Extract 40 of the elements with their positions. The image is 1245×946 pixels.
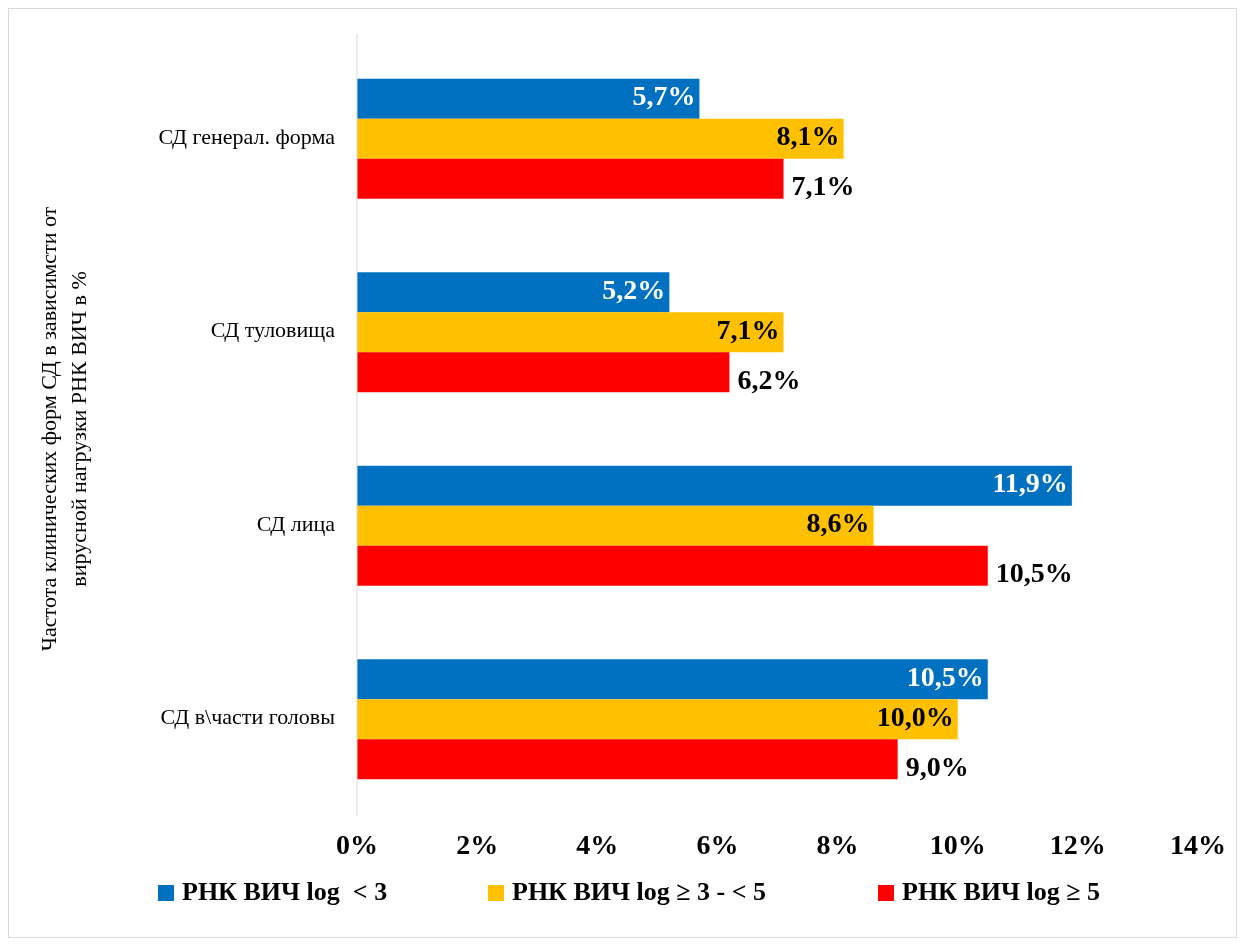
bar [357,659,988,700]
bar [357,312,784,353]
bar [357,699,958,740]
x-tick-label: 2% [456,829,499,860]
x-tick-label: 8% [816,829,859,860]
x-tick-label: 12% [1049,829,1106,860]
data-label: 6,2% [737,363,801,395]
x-tick-label: 10% [929,829,986,860]
bar [357,158,784,199]
legend-label: РНК ВИЧ log < 3 [182,876,388,906]
y-axis-title: Частота клинических форм СД в зависимсти от вирусной нагрузки РНК ВИЧ в % [36,206,91,652]
data-label: 10,5% [995,557,1073,589]
data-label: 11,9% [992,467,1068,499]
x-tick-label: 6% [696,829,739,860]
data-label: 8,1% [776,120,840,152]
data-label: 10,0% [876,700,954,732]
y-tick-label: СД туловища [210,317,336,343]
bar [357,545,988,586]
y-tick-label: СД лица [256,510,336,536]
data-label: 8,6% [806,507,870,539]
y-tick-label: СД генерал. форма [158,123,336,149]
legend-label: РНК ВИЧ log ≥ 5 [902,876,1101,906]
y-tick-label: СД в\части головы [160,704,336,730]
legend-label: РНК ВИЧ log ≥ 3 - < 5 [512,876,767,906]
x-tick-label: 0% [336,829,378,860]
bar [357,505,874,546]
data-label: 7,1% [716,313,780,345]
bar [357,465,1072,506]
data-label: 9,0% [905,750,969,782]
data-label: 5,7% [632,80,696,112]
bar [357,739,898,780]
data-label: 5,2% [602,273,666,305]
data-label: 10,5% [906,660,984,692]
bar [357,272,670,313]
bar [357,352,730,393]
x-tick-label: 14% [1170,829,1226,860]
bar [357,78,700,119]
data-label: 7,1% [791,170,855,202]
x-tick-label: 4% [576,829,619,860]
bar [357,118,844,159]
